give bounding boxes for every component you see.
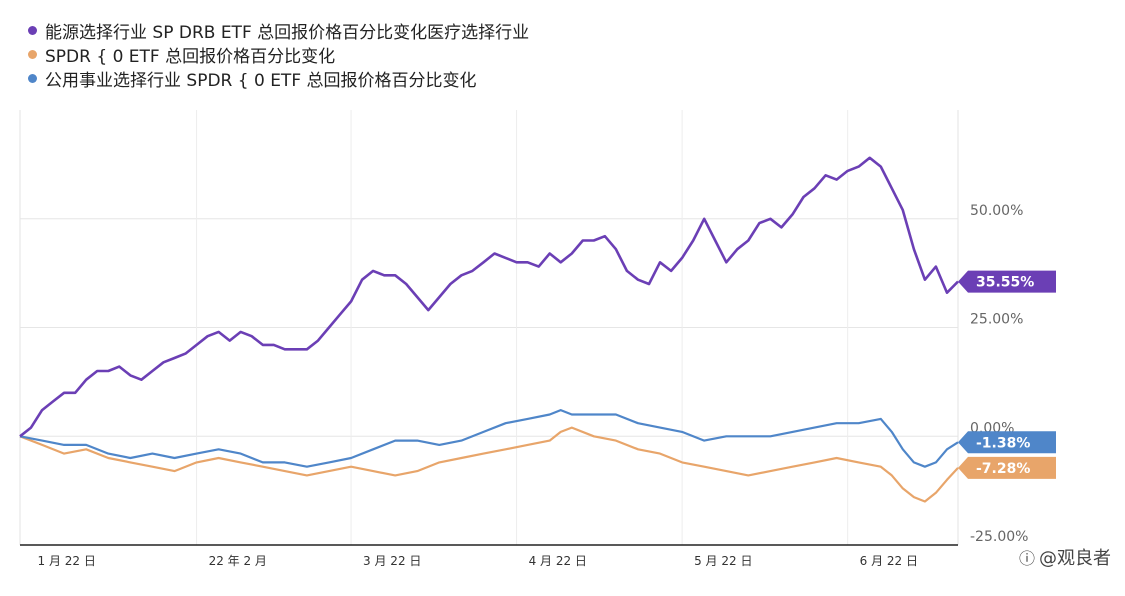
watermark-text: @观良者	[1039, 548, 1111, 569]
x-tick-label-2: 3 月 22 日	[363, 554, 421, 568]
legend-dot-energy	[28, 25, 37, 35]
legend-label-spdr: SPDR { 0 ETF 总回报价格百分比变化	[45, 46, 336, 67]
legend-label-utilities: 公用事业选择行业 SPDR { 0 ETF 总回报价格百分比变化	[45, 70, 477, 91]
x-tick-label-0: 1 月 22 日	[38, 554, 96, 568]
legend-item-spdr[interactable]: SPDR { 0 ETF 总回报价格百分比变化	[28, 42, 529, 67]
end-label-spdr: -7.28%	[976, 461, 1030, 477]
legend-dot-spdr	[28, 49, 37, 59]
watermark: ⓘ @观良者	[1019, 544, 1111, 570]
end-label-utilities: -1.38%	[976, 435, 1030, 451]
legend-dot-utilities	[28, 73, 37, 83]
x-tick-label-4: 5 月 22 日	[694, 554, 752, 568]
legend-item-utilities[interactable]: 公用事业选择行业 SPDR { 0 ETF 总回报价格百分比变化	[28, 66, 529, 91]
y-tick-label-3: -25.00%	[970, 529, 1028, 545]
end-label-bg-spdr	[958, 456, 1056, 479]
x-tick-label-5: 6 月 22 日	[860, 554, 918, 568]
series-line-energy	[19, 156, 959, 438]
x-tick-label-1: 22 年 2 月	[209, 554, 267, 568]
weibo-logo-icon: ⓘ	[1018, 549, 1035, 568]
y-tick-label-1: 25.00%	[970, 312, 1023, 328]
legend-item-energy[interactable]: 能源选择行业 SP DRB ETF 总回报价格百分比变化医疗选择行业	[28, 18, 530, 43]
legend: 能源选择行业 SP DRB ETF 总回报价格百分比变化医疗选择行业 SPDR …	[28, 18, 530, 91]
end-label-bg-energy	[958, 270, 1056, 293]
end-label-bg-utilities	[958, 431, 1056, 454]
legend-label-energy: 能源选择行业 SP DRB ETF 总回报价格百分比变化医疗选择行业	[45, 22, 530, 43]
y-tick-label-0: 50.00%	[970, 203, 1023, 219]
series-line-spdr	[19, 426, 959, 503]
series-line-utilities	[19, 409, 959, 468]
end-label-energy: 35.55%	[976, 275, 1034, 291]
x-tick-label-3: 4 月 22 日	[529, 554, 587, 568]
